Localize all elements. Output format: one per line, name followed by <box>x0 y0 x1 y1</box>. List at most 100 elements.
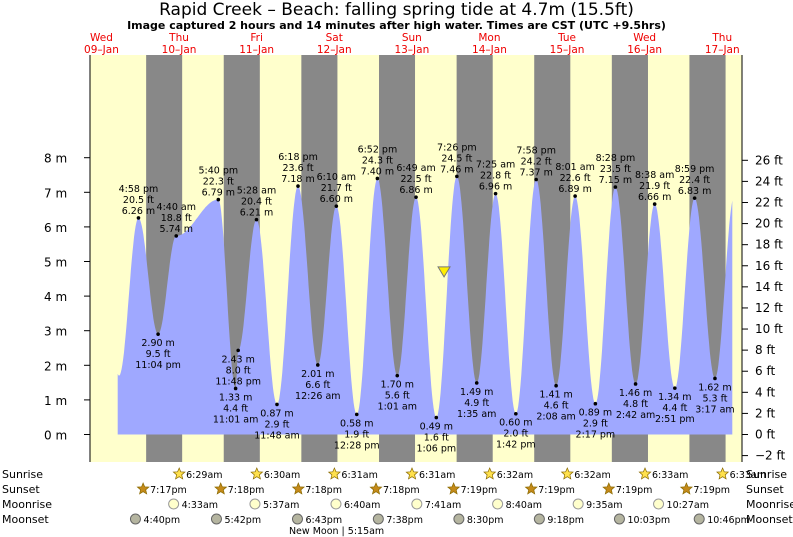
sunrise-time: 6:30am <box>264 470 300 481</box>
sunset-icon <box>291 482 305 495</box>
day-name-label: Wed <box>633 32 656 44</box>
day-name-label: Wed <box>90 32 113 44</box>
right-tick-label: 6 ft <box>755 364 775 378</box>
extreme-time-label: 2:42 am <box>616 410 655 421</box>
right-tick-label: 12 ft <box>755 301 783 315</box>
moonrise-icon <box>492 498 504 510</box>
sunset-icon <box>679 482 693 495</box>
moonset-time: 10:46pm <box>707 515 750 526</box>
day-date-label: 09–Jan <box>84 44 119 56</box>
extreme-point <box>652 202 657 206</box>
chart-subtitle: Image captured 2 hours and 14 minutes af… <box>127 19 666 32</box>
extreme-point <box>713 376 717 381</box>
extreme-point <box>395 373 400 378</box>
extreme-time-label: 11:48 pm <box>215 376 261 387</box>
extreme-point <box>375 176 380 181</box>
left-tick-label: 4 m <box>44 290 67 304</box>
extreme-point <box>514 411 518 416</box>
sunset-icon <box>447 482 461 495</box>
extreme-point <box>136 216 141 220</box>
sunrise-icon <box>638 467 652 480</box>
extreme-time-label: 4:58 pm <box>119 184 159 195</box>
sunrise-time: 6:32am <box>574 470 610 481</box>
extreme-ft-label: 22.4 ft <box>679 175 710 186</box>
extreme-m-label: 7.37 m <box>519 167 552 178</box>
moonset-icon <box>533 513 545 525</box>
moonset-time: 4:40pm <box>143 515 180 526</box>
row-label-left: Sunrise <box>2 468 43 481</box>
extreme-point <box>334 204 339 208</box>
extreme-point <box>254 217 259 222</box>
moonset-time: 7:38pm <box>386 515 423 526</box>
extreme-ft-label: 9.5 ft <box>146 349 171 360</box>
extreme-m-label: 7.40 m <box>361 166 394 177</box>
moonset-time: 9:18pm <box>547 515 584 526</box>
moonrise-time: 5:37am <box>263 500 299 511</box>
extreme-ft-label: 4.9 ft <box>464 398 489 409</box>
sunset-icon <box>602 482 616 495</box>
extreme-ft-label: 20.5 ft <box>123 195 154 206</box>
day-date-label: 14–Jan <box>472 44 507 56</box>
extreme-m-label: 2.90 m <box>141 338 174 349</box>
moonset-time: 6:43pm <box>305 515 342 526</box>
extreme-m-label: 6.89 m <box>558 184 591 195</box>
sunset-time: 7:18pm <box>305 485 342 496</box>
extreme-ft-label: 8.0 ft <box>226 365 251 376</box>
extreme-point <box>633 382 638 386</box>
day-name-label: Sun <box>402 32 422 44</box>
extreme-m-label: 6.66 m <box>638 192 671 203</box>
row-label-right: Sunset <box>746 483 784 496</box>
extreme-m-label: 0.60 m <box>499 418 532 429</box>
extreme-ft-label: 23.5 ft <box>600 164 631 175</box>
extreme-ft-label: 22.8 ft <box>480 171 511 182</box>
row-label-right: Sunrise <box>746 468 787 481</box>
extreme-m-label: 7.15 m <box>599 175 632 186</box>
extreme-m-label: 6.79 m <box>202 188 235 199</box>
extreme-time-label: 7:58 pm <box>516 145 556 156</box>
extreme-ft-label: 24.2 ft <box>521 156 552 167</box>
extreme-ft-label: 5.6 ft <box>385 391 410 402</box>
extreme-m-label: 1.70 m <box>381 380 414 391</box>
extreme-m-label: 5.74 m <box>160 224 193 235</box>
left-tick-label: 8 m <box>44 152 67 166</box>
moonset-icon <box>291 513 303 525</box>
moonset-icon <box>613 513 625 525</box>
extreme-time-label: 6:10 am <box>317 172 356 183</box>
day-date-label: 13–Jan <box>394 44 429 56</box>
extreme-time-label: 11:48 am <box>254 430 299 441</box>
right-tick-label: 20 ft <box>755 217 783 231</box>
moonset-time: 5:42pm <box>224 515 261 526</box>
extreme-ft-label: 5.3 ft <box>702 393 727 404</box>
extreme-point <box>573 194 577 198</box>
extreme-time-label: 1:42 pm <box>496 440 536 451</box>
extreme-point <box>236 348 240 353</box>
extreme-ft-label: 22.3 ft <box>203 177 234 188</box>
extreme-m-label: 6.83 m <box>678 186 711 197</box>
extreme-time-label: 1:35 am <box>457 409 496 420</box>
moonrise-icon <box>572 498 584 510</box>
moonset-icon <box>129 513 141 525</box>
day-name-label: Fri <box>250 32 263 44</box>
moonrise-time: 8:40am <box>506 500 542 511</box>
extreme-time-label: 1:06 pm <box>416 444 456 455</box>
extreme-point <box>554 383 558 388</box>
right-tick-label: 2 ft <box>755 406 775 420</box>
row-label-right: Moonset <box>746 513 793 526</box>
right-tick-label: 16 ft <box>755 259 783 273</box>
moonrise-icon <box>330 498 342 510</box>
extreme-ft-label: 4.4 ft <box>223 403 248 414</box>
moonset-time: 8:30pm <box>467 515 504 526</box>
extreme-time-label: 1:01 am <box>378 402 417 413</box>
extreme-point <box>434 415 439 420</box>
new-moon-label: New Moon | 5:15am <box>289 526 384 537</box>
moonset-icon <box>453 513 465 525</box>
extreme-time-label: 8:59 pm <box>675 164 715 175</box>
extreme-time-label: 11:01 am <box>213 414 258 425</box>
row-label-left: Sunset <box>2 483 40 496</box>
extreme-m-label: 1.33 m <box>219 392 252 403</box>
extreme-point <box>455 174 459 179</box>
extreme-ft-label: 6.6 ft <box>305 380 330 391</box>
moonrise-time: 4:33am <box>182 500 218 511</box>
right-tick-label: 14 ft <box>755 280 783 294</box>
